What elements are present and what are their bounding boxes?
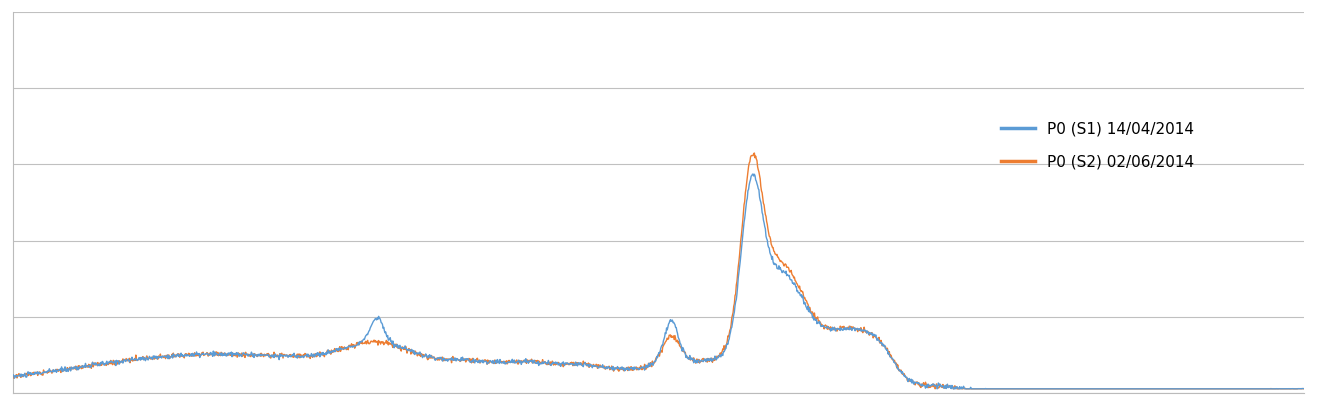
Legend: P0 (S1) 14/04/2014, P0 (S2) 02/06/2014: P0 (S1) 14/04/2014, P0 (S2) 02/06/2014 — [996, 115, 1200, 176]
